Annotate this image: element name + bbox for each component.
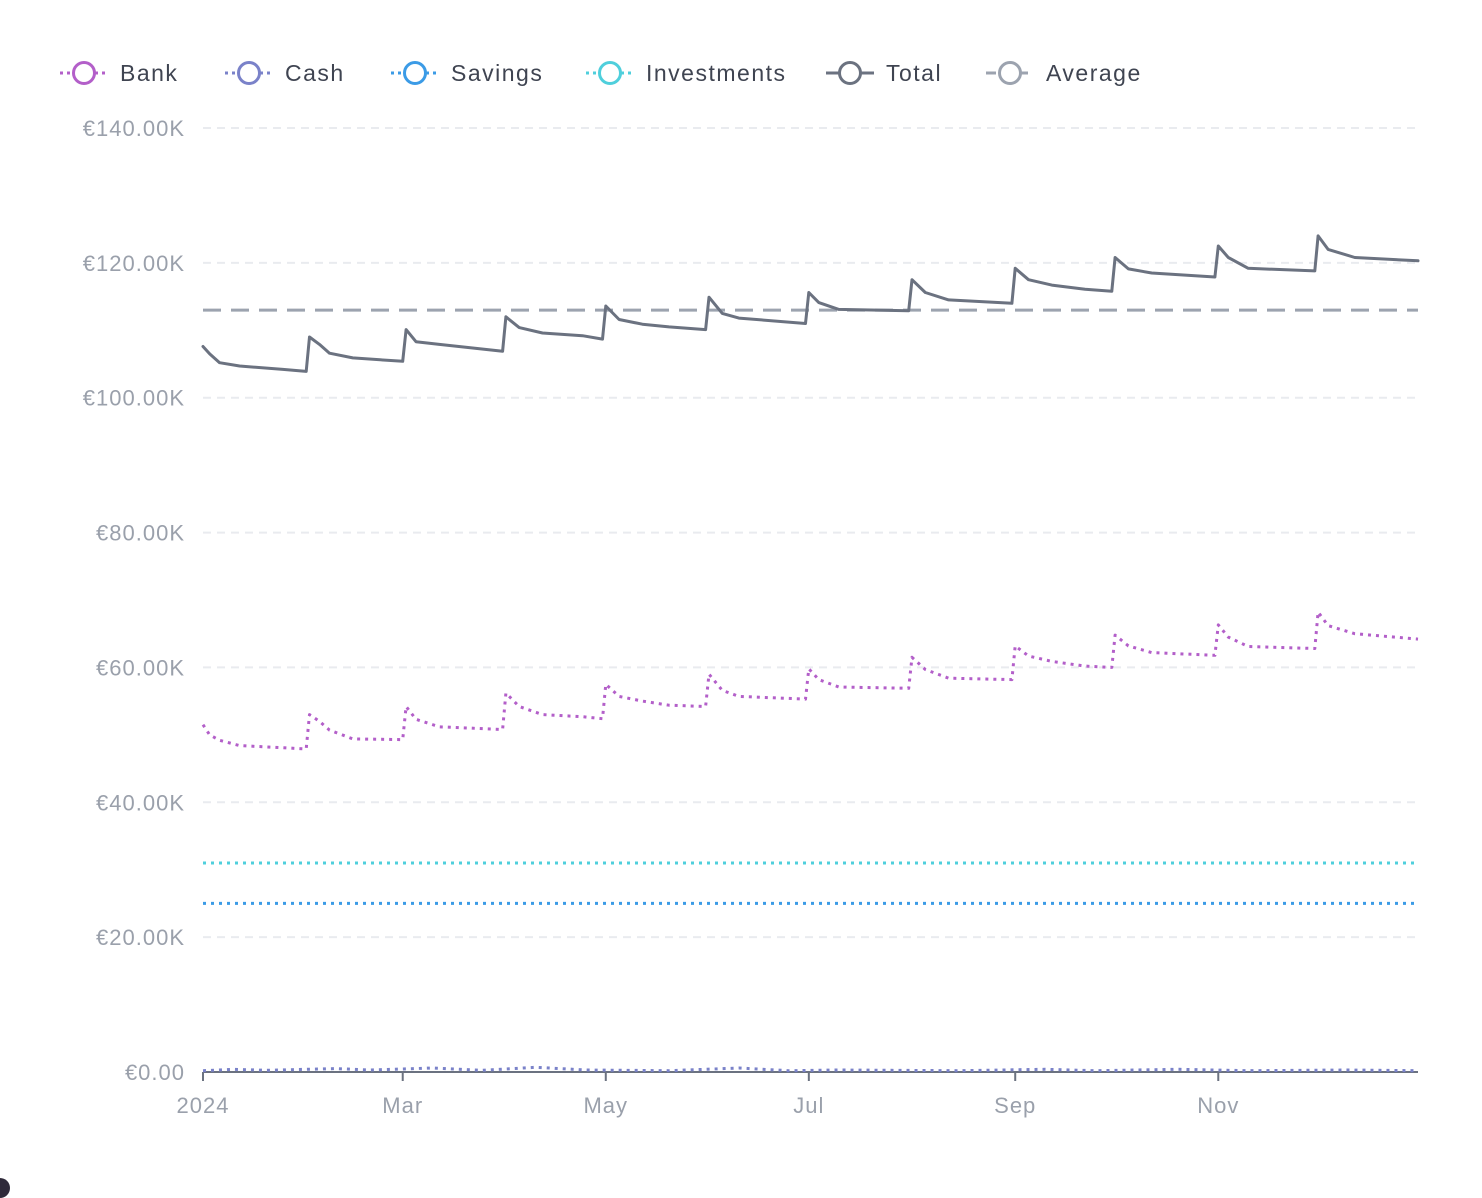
x-tick-label: Mar xyxy=(382,1093,423,1118)
legend-marker-icon xyxy=(598,61,622,85)
legend-marker-icon xyxy=(72,61,96,85)
y-tick-label: €120.00K xyxy=(83,251,185,276)
grid xyxy=(203,127,1418,939)
series-line-cash xyxy=(202,1065,1419,1073)
legend-label: Investments xyxy=(646,60,787,86)
y-tick-label: €40.00K xyxy=(96,790,185,815)
legend-item-total[interactable]: Total xyxy=(826,60,942,86)
legend-item-bank[interactable]: Bank xyxy=(60,60,178,86)
legend-label: Average xyxy=(1046,60,1142,86)
legend-label: Bank xyxy=(120,60,178,86)
legend-item-investments[interactable]: Investments xyxy=(586,60,787,86)
x-tick-label: Sep xyxy=(994,1093,1036,1118)
y-tick-label: €0.00 xyxy=(125,1060,185,1085)
legend-label: Total xyxy=(886,60,942,86)
y-axis-ticks: €0.00 €20.00K €40.00K €60.00K €80.00K €100.00… xyxy=(83,116,185,1085)
legend-marker-icon xyxy=(237,61,261,85)
legend-marker-icon xyxy=(403,61,427,85)
legend-label: Savings xyxy=(451,60,543,86)
legend-marker-icon xyxy=(838,61,862,85)
legend-item-cash[interactable]: Cash xyxy=(225,60,345,86)
x-tick-label: May xyxy=(583,1093,628,1118)
legend: Bank Cash Savings Investments Total Average xyxy=(60,60,1142,86)
y-tick-label: €60.00K xyxy=(96,655,185,680)
series-line-total xyxy=(201,234,1420,373)
y-tick-label: €80.00K xyxy=(96,521,185,546)
series-line-bank xyxy=(201,610,1419,751)
y-tick-label: €100.00K xyxy=(83,386,185,411)
x-tick-label: Nov xyxy=(1197,1093,1239,1118)
legend-item-savings[interactable]: Savings xyxy=(391,60,543,86)
x-axis: 2024 Mar May Jul Sep Nov xyxy=(177,1071,1418,1118)
x-tick-label: Jul xyxy=(793,1093,824,1118)
legend-label: Cash xyxy=(285,60,345,86)
x-tick-label: 2024 xyxy=(177,1093,230,1118)
legend-item-average[interactable]: Average xyxy=(986,60,1142,86)
y-tick-label: €140.00K xyxy=(83,116,185,141)
y-tick-label: €20.00K xyxy=(96,925,185,950)
series-layer xyxy=(201,234,1420,1073)
legend-marker-icon xyxy=(998,61,1022,85)
